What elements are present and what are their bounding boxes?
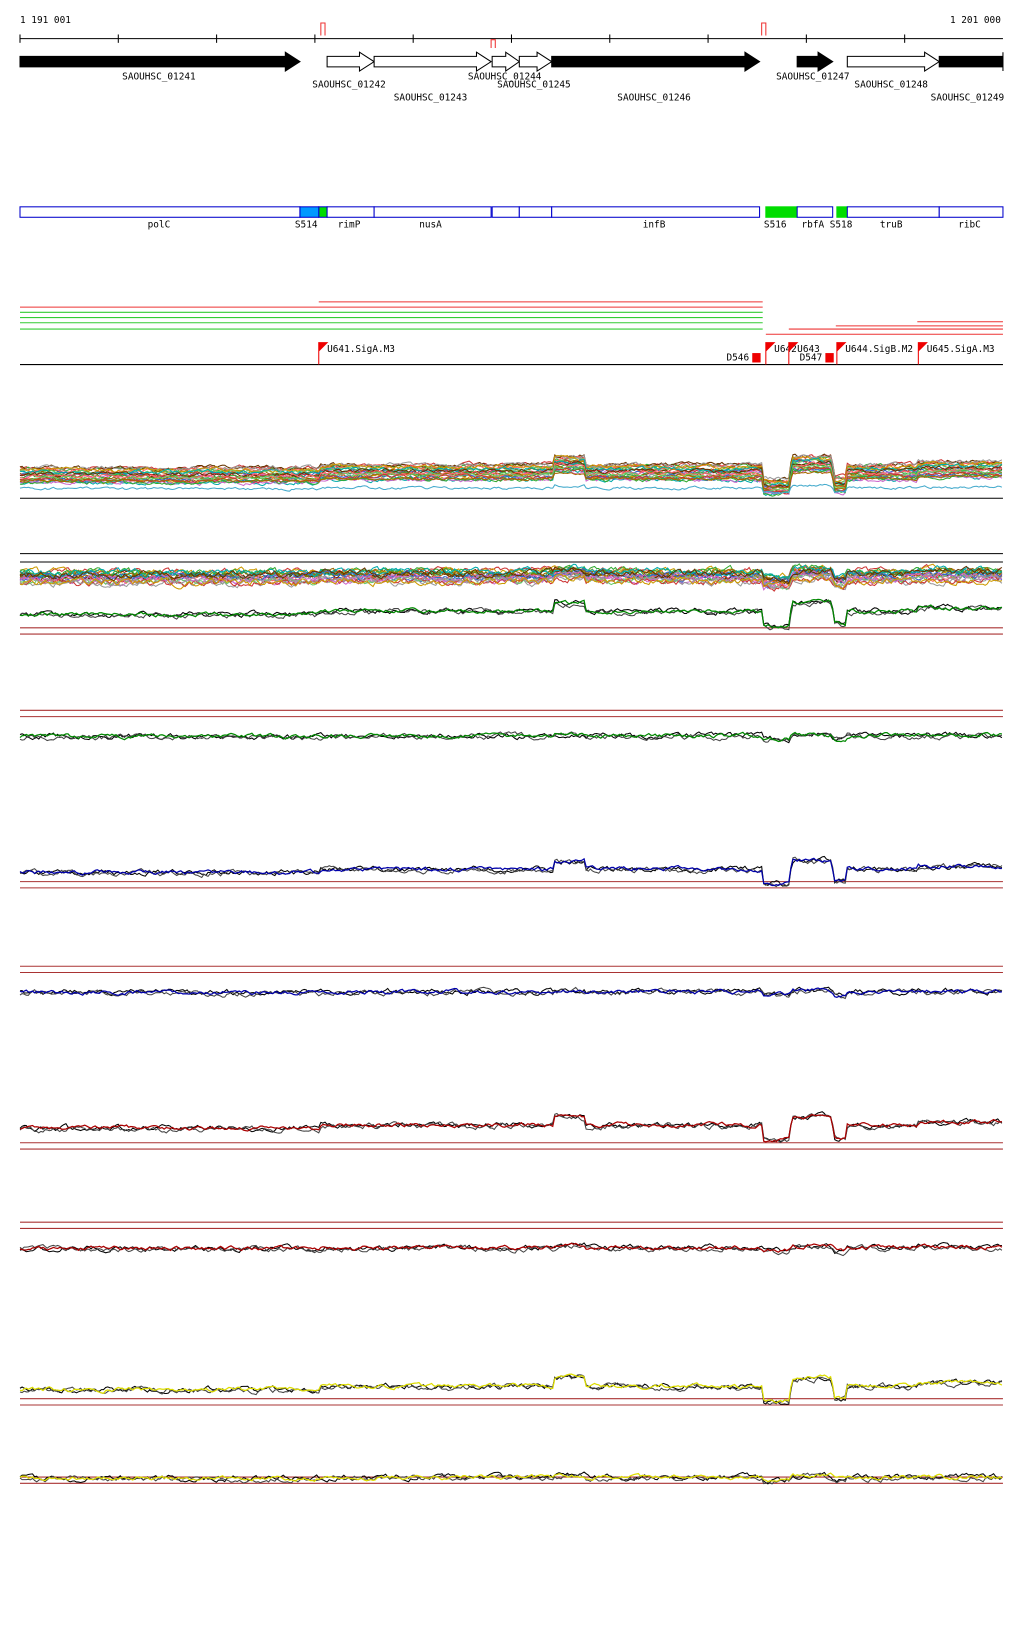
signal-trace	[19, 483, 1003, 495]
ruler-mark	[761, 22, 767, 36]
feature-label: nusA	[419, 220, 442, 231]
feature-box	[551, 206, 761, 218]
signal-trace	[19, 731, 1003, 743]
signal-trace	[19, 986, 1003, 997]
site-label: D547	[800, 352, 823, 363]
gene-label: SAOUHSC_01248	[854, 80, 928, 91]
gene-arrow	[938, 52, 1004, 72]
feature-box	[318, 206, 328, 218]
signal-trace	[19, 567, 1003, 586]
feature-box	[765, 206, 798, 218]
signal-trace	[19, 1374, 1003, 1406]
feature-label: S518	[830, 220, 853, 231]
site-label: D546	[726, 352, 749, 363]
signal-trace	[19, 470, 1003, 490]
feature-box	[518, 206, 553, 218]
site-flag	[836, 342, 847, 365]
feature-label: truB	[880, 220, 903, 231]
signal-trace	[19, 460, 1003, 488]
feature-label: rbfA	[802, 220, 825, 231]
gene-label: SAOUHSC_01245	[497, 80, 571, 91]
gene-arrow	[846, 51, 941, 72]
feature-box	[491, 206, 520, 218]
site-label: U645.SigA.M3	[927, 344, 995, 355]
feature-box	[299, 206, 320, 218]
gene-label: SAOUHSC_01242	[312, 80, 386, 91]
signal-trace	[19, 986, 1003, 1000]
gene-arrow	[551, 51, 761, 72]
signal-trace	[19, 1373, 1003, 1404]
site-flag	[765, 342, 776, 365]
signal-trace	[19, 1114, 1003, 1143]
ruler-end: 1 201 000	[950, 15, 1001, 26]
gene-label: SAOUHSC_01249	[931, 92, 1005, 103]
feature-box	[846, 206, 940, 218]
signal-trace	[19, 1242, 1003, 1253]
signal-trace	[19, 457, 1003, 487]
feature-label: ribC	[958, 220, 981, 231]
signal-trace	[19, 1243, 1003, 1257]
signal-trace	[19, 454, 1003, 481]
feature-label: rimP	[338, 220, 361, 231]
feature-box	[836, 206, 848, 218]
gene-arrow	[518, 51, 553, 72]
gene-label: SAOUHSC_01246	[617, 92, 691, 103]
signal-trace	[19, 454, 1003, 484]
site-label: U642	[774, 344, 797, 355]
signal-trace	[19, 731, 1003, 743]
signal-trace	[19, 987, 1003, 999]
ruler-mark	[490, 39, 496, 49]
feature-label: S514	[295, 220, 318, 231]
gene-label: SAOUHSC_01241	[122, 71, 196, 82]
gene-arrow	[491, 51, 521, 73]
signal-trace	[19, 573, 1003, 590]
feature-box	[938, 206, 1004, 218]
signal-trace	[19, 1471, 1003, 1485]
signal-trace	[19, 565, 1003, 584]
ruler-mark	[320, 22, 326, 36]
gene-arrow	[19, 51, 301, 72]
signal-trace	[19, 563, 1003, 580]
site-flag	[917, 342, 928, 365]
feature-box	[373, 206, 492, 218]
site-label: U644.SigB.M2	[845, 344, 913, 355]
feature-box	[326, 206, 375, 218]
gene-label: SAOUHSC_01243	[394, 92, 467, 103]
signal-trace	[19, 598, 1002, 629]
site-flag	[788, 342, 799, 365]
site-box	[825, 353, 834, 363]
site-box	[752, 353, 761, 363]
signal-trace	[19, 857, 1002, 887]
signal-trace	[19, 467, 1002, 497]
ruler-start: 1 191 001	[20, 15, 71, 26]
site-label: U641.SigA.M3	[327, 344, 395, 355]
signal-trace	[19, 463, 1003, 492]
gene-label: SAOUHSC_01244	[468, 71, 542, 82]
feature-box	[796, 206, 834, 218]
feature-label: infB	[643, 220, 666, 231]
gene-label: SAOUHSC_01247	[776, 71, 850, 82]
signal-trace	[19, 454, 1003, 483]
site-flag	[318, 342, 329, 365]
signal-trace	[19, 1472, 1003, 1483]
feature-box	[19, 206, 301, 218]
signal-trace	[19, 856, 1003, 888]
gene-arrow	[326, 51, 376, 72]
gene-arrow	[373, 51, 493, 72]
gene-arrow	[796, 51, 834, 72]
feature-label: S516	[764, 220, 787, 231]
site-label: U643	[797, 344, 820, 355]
feature-label: polC	[148, 220, 171, 231]
